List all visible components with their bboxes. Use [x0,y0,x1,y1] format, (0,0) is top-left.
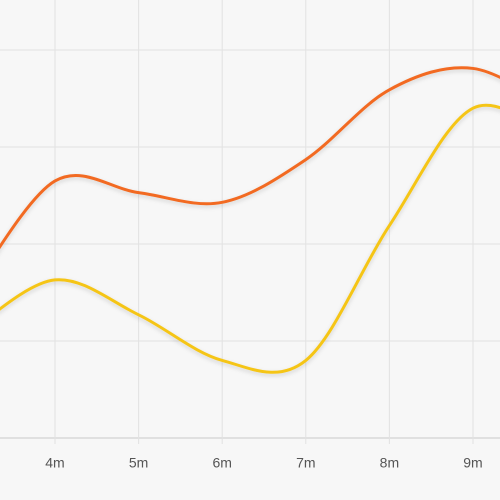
x-tick-label: 7m [296,455,315,471]
x-tick-label: 8m [380,455,399,471]
x-tick-label: 4m [45,455,64,471]
plot-area [0,66,500,374]
x-tick-label: 5m [129,455,148,471]
series-line [0,66,500,250]
x-tick-label: 9m [463,455,482,471]
x-tick-label: 6m [212,455,231,471]
series-line [0,103,500,374]
